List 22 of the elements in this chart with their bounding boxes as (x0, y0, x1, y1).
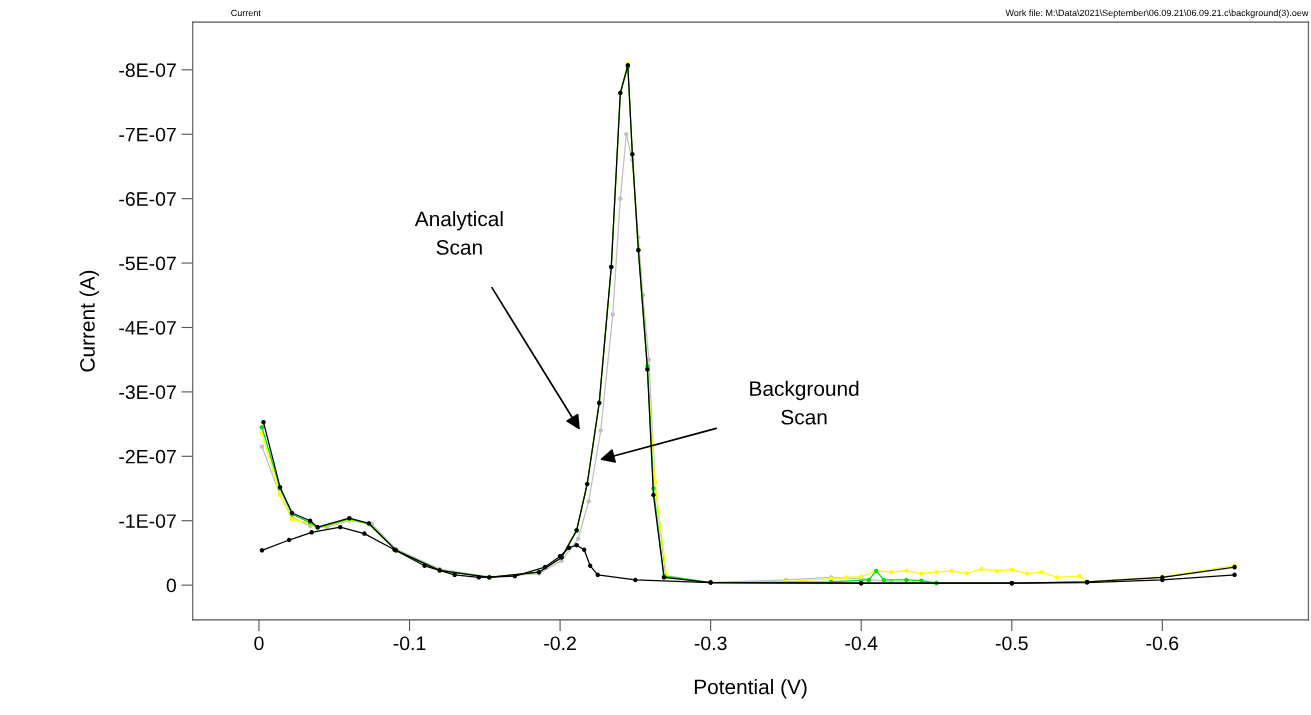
x-tick-label: -0.4 (845, 636, 878, 651)
annotation: Background Scan (750, 380, 859, 425)
x-axis-title: Potential (V) (694, 679, 807, 699)
x-tick-label: -0.5 (995, 636, 1028, 651)
y-tick-label: -5E-07 (119, 256, 176, 271)
y-axis-title: Current (A) (79, 270, 99, 372)
chart-title: Current (231, 9, 261, 17)
x-tick-label: -0.3 (694, 636, 727, 651)
x-tick-label: -0.2 (544, 636, 576, 651)
text: Work file: M:\Data\2021\September\06.09.21\06.09.21.c\background(3).oew (1005, 9, 1309, 18)
y-tick-label: -3E-07 (119, 385, 176, 400)
x-tick-label: 0 (254, 636, 264, 651)
y-tick-label: 0 (166, 578, 176, 593)
y-tick-label: -8E-07 (119, 63, 176, 78)
x-tick-label: -0.1 (393, 636, 426, 651)
annotation: Analytical Scan (414, 211, 503, 255)
y-tick-label: -4E-07 (119, 320, 176, 335)
y-tick-label: -1E-07 (119, 514, 176, 528)
y-tick-label: -2E-07 (119, 449, 176, 464)
y-tick-label: -7E-07 (119, 127, 176, 142)
x-tick-label: -0.6 (1146, 636, 1179, 651)
y-tick-label: -6E-07 (119, 192, 176, 206)
